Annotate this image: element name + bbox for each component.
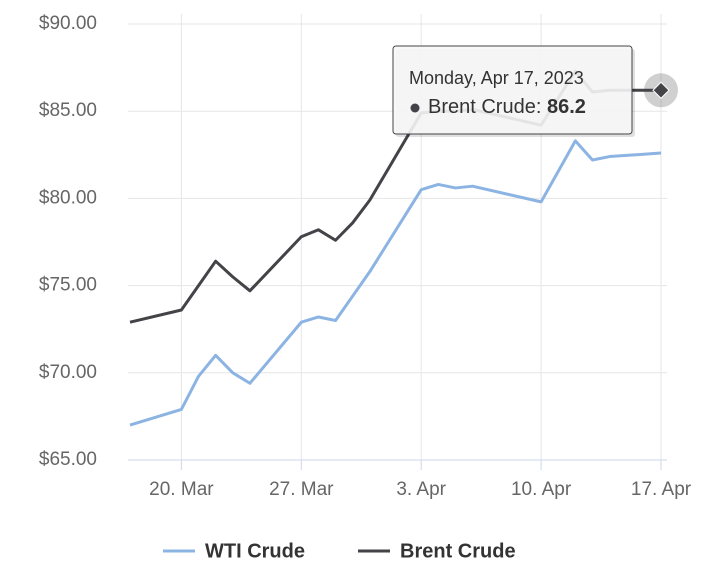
axes: $65.00 $70.00 $75.00 $80.00 $85.00 $90.00 20. … bbox=[39, 13, 692, 500]
x-tick-label: 17. Apr bbox=[631, 479, 692, 500]
tooltip-sep: : bbox=[536, 96, 547, 118]
tooltip: Monday, Apr 17, 2023 Brent Crude: 86.2 bbox=[392, 45, 678, 137]
tooltip-dot bbox=[410, 103, 420, 113]
tooltip-header: Monday, Apr 17, 2023 bbox=[409, 68, 584, 88]
tooltip-value: 86.2 bbox=[547, 96, 586, 118]
x-tick-label: 3. Apr bbox=[396, 479, 446, 500]
y-tick-label: $75.00 bbox=[39, 275, 97, 296]
y-tick-label: $65.00 bbox=[39, 449, 97, 470]
legend-label: Brent Crude bbox=[400, 540, 516, 562]
tooltip-box bbox=[392, 45, 633, 135]
y-tick-label: $90.00 bbox=[39, 13, 97, 34]
legend-label: WTI Crude bbox=[205, 540, 305, 562]
x-tick-label: 20. Mar bbox=[149, 479, 214, 500]
tooltip-line: Brent Crude: 86.2 bbox=[428, 96, 586, 118]
legend: WTI Crude Brent Crude bbox=[163, 540, 516, 562]
y-tick-label: $70.00 bbox=[39, 362, 97, 383]
x-tick-label: 27. Mar bbox=[269, 479, 334, 500]
hover-marker bbox=[652, 81, 670, 99]
x-tick-label: 10. Apr bbox=[511, 479, 572, 500]
y-tick-label: $80.00 bbox=[39, 187, 97, 208]
series-line bbox=[129, 139, 662, 427]
tooltip-series: Brent Crude bbox=[428, 96, 536, 118]
y-tick-label: $85.00 bbox=[39, 100, 97, 121]
